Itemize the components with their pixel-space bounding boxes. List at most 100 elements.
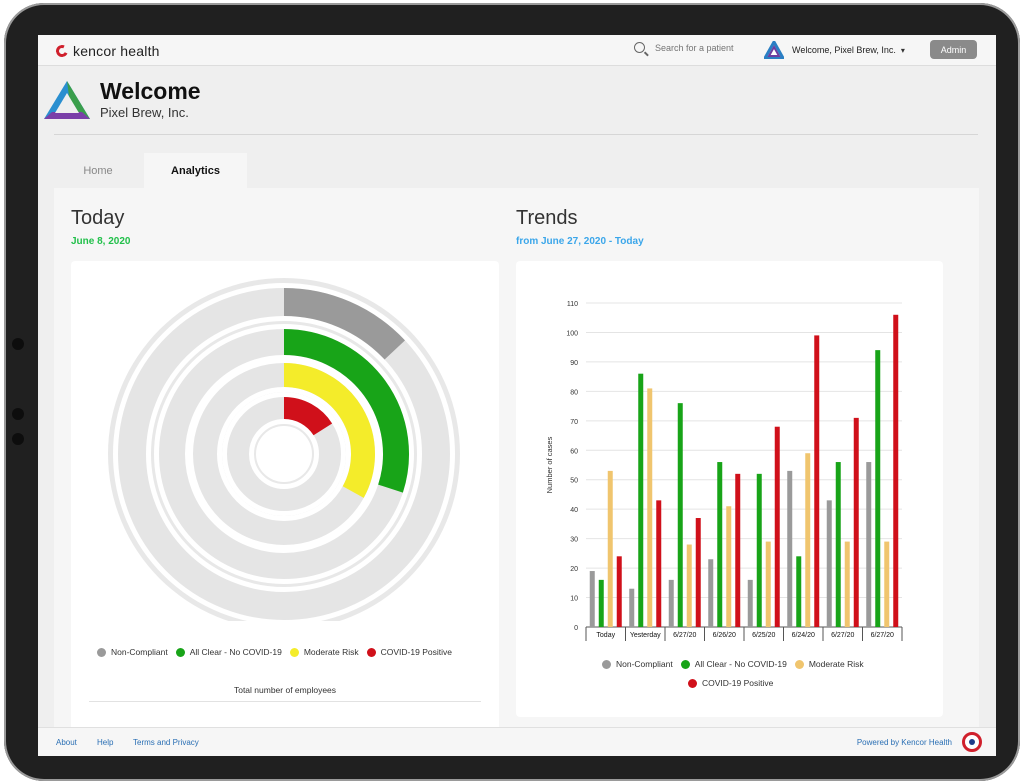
bar-non-compliant[interactable]: [668, 579, 674, 627]
tab-home[interactable]: Home: [83, 165, 113, 177]
bar-all-clear-no-covid-19[interactable]: [835, 462, 841, 627]
bar-non-compliant[interactable]: [589, 571, 595, 627]
bar-all-clear-no-covid-19[interactable]: [875, 350, 881, 627]
side-camera-dot: [12, 338, 24, 350]
bar-non-compliant[interactable]: [747, 579, 753, 627]
page-title: Welcome: [100, 78, 201, 104]
legend-moderate-risk: Moderate Risk: [289, 647, 359, 657]
legend-dot: [366, 647, 376, 657]
bar-covid-19-positive[interactable]: [735, 473, 741, 627]
bar-non-compliant[interactable]: [708, 559, 714, 627]
bar-moderate-risk[interactable]: [805, 453, 811, 627]
bar-moderate-risk[interactable]: [765, 541, 771, 627]
y-tick-label: 50: [570, 478, 578, 485]
bar-moderate-risk[interactable]: [686, 544, 692, 627]
ring-segment-all-clear-no-covid-19[interactable]: [283, 329, 409, 493]
x-tick-label: 6/27/20: [673, 632, 696, 639]
x-tick-label: 6/27/20: [831, 632, 854, 639]
donut-hole: [256, 426, 312, 482]
bar-all-clear-no-covid-19[interactable]: [796, 556, 802, 627]
legend-covid-positive: COVID-19 Positive: [366, 647, 452, 657]
bar-moderate-risk[interactable]: [884, 541, 890, 627]
bar-moderate-risk[interactable]: [844, 541, 850, 627]
bar-all-clear-no-covid-19[interactable]: [677, 403, 683, 627]
y-tick-label: 40: [570, 507, 578, 514]
bar-all-clear-no-covid-19[interactable]: [717, 462, 723, 627]
x-tick-label: 6/26/20: [713, 632, 736, 639]
brand-ring-icon: [54, 43, 70, 59]
bar-chart: 0 10 20 30 40 50 60 70 80 90 100 110 Number of cases…: [545, 301, 903, 641]
app-screen: kencor health Welcome, Pixel Brew, Inc. …: [38, 35, 996, 756]
ring-segment-moderate-risk[interactable]: [283, 363, 375, 498]
company-logo-icon: [764, 41, 784, 59]
legend-label: COVID-19 Positive: [702, 678, 774, 688]
y-tick-label: 60: [570, 448, 578, 455]
user-menu[interactable]: Welcome, Pixel Brew, Inc. ▾: [764, 41, 905, 59]
chat-help-icon[interactable]: [962, 732, 982, 752]
legend-label: Non-Compliant: [616, 659, 673, 669]
donut-divider: [89, 701, 481, 702]
legend-covid-positive: COVID-19 Positive: [688, 678, 773, 688]
tab-analytics[interactable]: Analytics: [144, 153, 247, 189]
admin-button[interactable]: Admin: [930, 40, 977, 59]
bar-covid-19-positive[interactable]: [893, 314, 899, 627]
donut-caption: Total number of employees: [233, 685, 337, 695]
bar-covid-19-positive[interactable]: [695, 518, 701, 627]
legend-dot: [794, 659, 804, 669]
bar-legend: Non-Compliant All Clear - No COVID-19 Mo…: [602, 659, 872, 669]
legend-dot: [97, 647, 106, 657]
today-title: Today: [71, 207, 125, 229]
bar-non-compliant[interactable]: [826, 500, 832, 627]
ring-segment-covid-19-positive[interactable]: [283, 397, 333, 436]
company-logo-large-icon: [44, 81, 90, 119]
footer: About Help Terms and Privacy Powered by …: [38, 727, 996, 756]
footer-link-terms[interactable]: Terms and Privacy: [133, 738, 199, 747]
bar-non-compliant[interactable]: [787, 470, 793, 627]
bar-covid-19-positive[interactable]: [774, 426, 780, 627]
footer-link-help[interactable]: Help: [97, 738, 114, 747]
bar-moderate-risk[interactable]: [607, 470, 613, 627]
trends-card: 0 10 20 30 40 50 60 70 80 90 100 110 Number of cases…: [516, 261, 943, 717]
legend-label: All Clear - No COVID-19: [189, 647, 282, 657]
legend-dot: [680, 659, 690, 669]
ring-segment-non-compliant[interactable]: [283, 288, 406, 360]
legend-all-clear: All Clear - No COVID-19: [175, 647, 282, 657]
legend-label: Non-Compliant: [111, 647, 168, 657]
y-tick-label: 30: [570, 537, 578, 544]
bar-all-clear-no-covid-19[interactable]: [598, 579, 604, 627]
bar-covid-19-positive[interactable]: [853, 417, 859, 627]
y-tick-label: 80: [570, 389, 578, 396]
y-tick-label: 20: [570, 566, 578, 573]
legend-label: All Clear - No COVID-19: [694, 659, 787, 669]
trends-title: Trends: [516, 207, 578, 229]
y-tick-label: 10: [570, 596, 578, 603]
footer-link-about[interactable]: About: [56, 738, 77, 747]
legend-non-compliant: Non-Compliant: [97, 647, 168, 657]
legend-label: Moderate Risk: [808, 659, 864, 669]
bar-all-clear-no-covid-19[interactable]: [638, 373, 644, 627]
bar-moderate-risk[interactable]: [726, 506, 732, 627]
today-card: Non-Compliant All Clear - No COVID-19 Mo…: [71, 261, 499, 756]
bar-covid-19-positive[interactable]: [616, 556, 622, 627]
chevron-down-icon[interactable]: ▾: [900, 45, 905, 55]
bar-all-clear-no-covid-19[interactable]: [756, 473, 762, 627]
x-tick-label: Yesterday: [630, 632, 661, 639]
today-date: June 8, 2020: [71, 236, 131, 247]
search-icon[interactable]: [634, 42, 645, 53]
bar-legend-row2: COVID-19 Positive: [688, 678, 781, 688]
legend-label: COVID-19 Positive: [380, 647, 452, 657]
bar-covid-19-positive[interactable]: [656, 500, 662, 627]
legend-dot: [688, 678, 697, 688]
bar-covid-19-positive[interactable]: [814, 335, 820, 627]
bar-non-compliant[interactable]: [629, 588, 635, 627]
legend-moderate-risk: Moderate Risk: [794, 659, 864, 669]
x-tick-label: 6/27/20: [871, 632, 894, 639]
trends-range: from June 27, 2020 - Today: [516, 236, 644, 247]
brand-logo[interactable]: kencor health: [54, 42, 160, 60]
top-bar: kencor health Welcome, Pixel Brew, Inc. …: [38, 35, 996, 66]
powered-by: Powered by Kencor Health: [856, 738, 952, 747]
search-input[interactable]: [655, 42, 747, 53]
patient-search[interactable]: [634, 42, 747, 53]
bar-moderate-risk[interactable]: [647, 388, 653, 627]
bar-non-compliant[interactable]: [866, 462, 872, 627]
